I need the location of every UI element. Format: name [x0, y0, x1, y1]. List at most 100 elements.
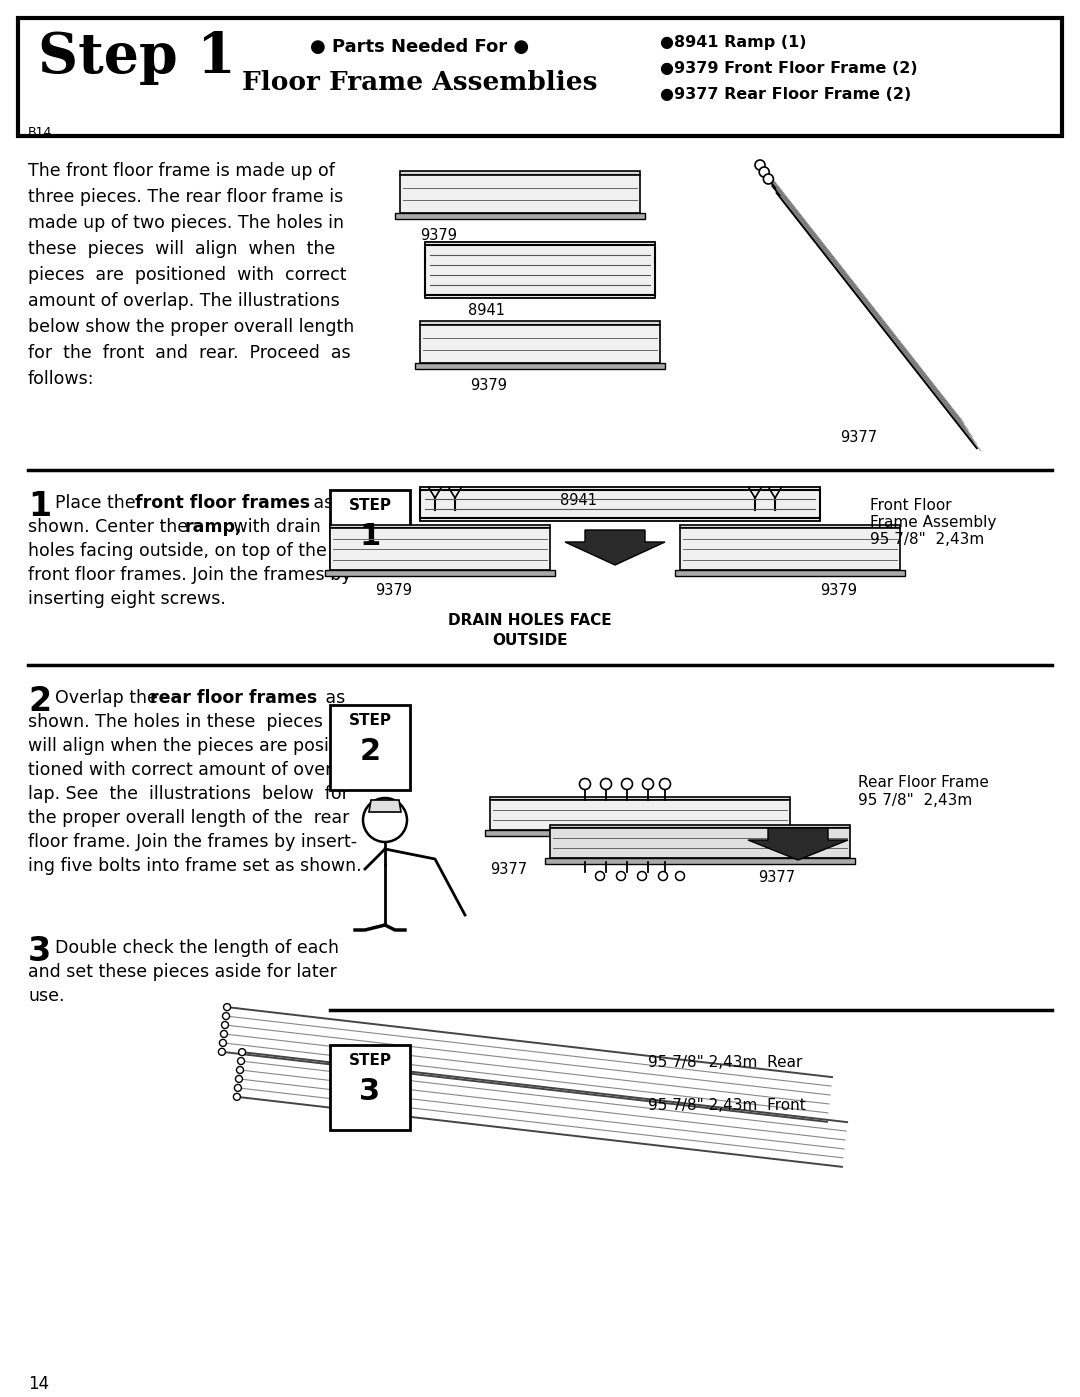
Polygon shape: [550, 828, 850, 858]
Text: will align when the pieces are posi-: will align when the pieces are posi-: [28, 738, 335, 754]
Text: rear floor frames: rear floor frames: [150, 689, 318, 707]
Polygon shape: [490, 800, 789, 830]
Circle shape: [233, 1094, 241, 1101]
Text: as: as: [320, 689, 346, 707]
Polygon shape: [675, 570, 905, 576]
Text: 1: 1: [360, 522, 380, 550]
Text: lap. See  the  illustrations  below  for: lap. See the illustrations below for: [28, 785, 349, 803]
Text: 9377: 9377: [758, 870, 795, 886]
Text: 1: 1: [28, 490, 51, 522]
Bar: [330, 1045, 410, 1130]
Text: Double check the length of each: Double check the length of each: [55, 939, 339, 957]
Text: 2: 2: [28, 685, 51, 718]
Text: 9379: 9379: [820, 583, 858, 598]
Circle shape: [239, 1049, 245, 1056]
Circle shape: [637, 872, 647, 880]
Text: floor frame. Join the frames by insert-: floor frame. Join the frames by insert-: [28, 833, 357, 851]
Text: as: as: [308, 495, 334, 511]
Text: 3: 3: [28, 935, 51, 968]
Text: ●9379 Front Floor Frame (2): ●9379 Front Floor Frame (2): [660, 61, 918, 75]
Text: Frame Assembly: Frame Assembly: [870, 515, 997, 529]
Circle shape: [237, 1066, 243, 1073]
Circle shape: [595, 872, 605, 880]
Text: and set these pieces aside for later: and set these pieces aside for later: [28, 963, 337, 981]
Circle shape: [220, 1031, 228, 1038]
Text: Step 1: Step 1: [38, 29, 235, 85]
Text: 3: 3: [360, 1077, 380, 1106]
Polygon shape: [420, 326, 660, 363]
Polygon shape: [420, 488, 820, 521]
Text: 95 7/8"  2,43m: 95 7/8" 2,43m: [858, 793, 972, 807]
Circle shape: [218, 1048, 226, 1055]
Polygon shape: [426, 242, 654, 298]
Text: 9379: 9379: [420, 228, 457, 243]
Text: Front Floor: Front Floor: [870, 497, 951, 513]
Polygon shape: [680, 528, 900, 570]
Circle shape: [643, 778, 653, 789]
Circle shape: [238, 1058, 244, 1065]
Bar: [18, 18, 1062, 136]
Polygon shape: [545, 858, 855, 863]
Text: 95 7/8" 2,43m  Front: 95 7/8" 2,43m Front: [648, 1098, 806, 1113]
Circle shape: [759, 168, 769, 177]
Circle shape: [235, 1076, 243, 1083]
Text: ● Parts Needed For ●: ● Parts Needed For ●: [310, 38, 529, 56]
Bar: [330, 705, 410, 789]
Text: OUTSIDE: OUTSIDE: [492, 633, 568, 648]
Polygon shape: [369, 800, 401, 812]
Polygon shape: [680, 525, 900, 528]
Text: ing five bolts into frame set as shown.: ing five bolts into frame set as shown.: [28, 856, 362, 875]
Polygon shape: [395, 212, 645, 219]
Circle shape: [221, 1021, 229, 1028]
Text: shown. Center the: shown. Center the: [28, 518, 193, 536]
Circle shape: [621, 778, 633, 789]
Text: 9377: 9377: [490, 862, 527, 877]
Text: 9379: 9379: [470, 379, 507, 393]
Text: shown. The holes in these  pieces: shown. The holes in these pieces: [28, 712, 323, 731]
Text: amount of overlap. The illustrations: amount of overlap. The illustrations: [28, 292, 340, 310]
Polygon shape: [565, 529, 665, 564]
Text: these  pieces  will  align  when  the: these pieces will align when the: [28, 240, 335, 258]
Text: STEP: STEP: [349, 497, 391, 513]
Text: STEP: STEP: [349, 1053, 391, 1067]
Text: Floor Frame Assemblies: Floor Frame Assemblies: [242, 70, 597, 95]
Circle shape: [224, 1003, 230, 1010]
Text: STEP: STEP: [349, 712, 391, 728]
Text: with drain: with drain: [228, 518, 321, 536]
Polygon shape: [400, 170, 640, 175]
Text: made up of two pieces. The holes in: made up of two pieces. The holes in: [28, 214, 345, 232]
Text: DRAIN HOLES FACE: DRAIN HOLES FACE: [448, 613, 611, 629]
Polygon shape: [400, 175, 640, 212]
Bar: [330, 490, 410, 576]
Polygon shape: [485, 830, 795, 835]
Text: pieces  are  positioned  with  correct: pieces are positioned with correct: [28, 265, 347, 284]
Circle shape: [600, 778, 611, 789]
Text: 2: 2: [360, 738, 380, 766]
Text: The front floor frame is made up of: The front floor frame is made up of: [28, 162, 335, 180]
Polygon shape: [330, 525, 550, 528]
Polygon shape: [330, 528, 550, 570]
Text: Rear Floor Frame: Rear Floor Frame: [858, 775, 989, 789]
Text: three pieces. The rear floor frame is: three pieces. The rear floor frame is: [28, 189, 343, 205]
Text: inserting eight screws.: inserting eight screws.: [28, 590, 226, 608]
Text: below show the proper overall length: below show the proper overall length: [28, 319, 354, 337]
Circle shape: [222, 1013, 230, 1020]
Circle shape: [764, 175, 773, 184]
Text: Place the: Place the: [55, 495, 141, 511]
Text: 95 7/8" 2,43m  Rear: 95 7/8" 2,43m Rear: [648, 1055, 802, 1070]
Text: tioned with correct amount of over-: tioned with correct amount of over-: [28, 761, 338, 780]
Text: ●9377 Rear Floor Frame (2): ●9377 Rear Floor Frame (2): [660, 87, 912, 102]
Text: the proper overall length of the  rear: the proper overall length of the rear: [28, 809, 349, 827]
Circle shape: [659, 872, 667, 880]
Text: front floor frames. Join the frames by: front floor frames. Join the frames by: [28, 566, 351, 584]
Text: holes facing outside, on top of the two: holes facing outside, on top of the two: [28, 542, 364, 560]
Polygon shape: [420, 321, 660, 326]
Polygon shape: [748, 828, 848, 861]
Circle shape: [617, 872, 625, 880]
Text: 8941: 8941: [468, 303, 505, 319]
Text: for  the  front  and  rear.  Proceed  as: for the front and rear. Proceed as: [28, 344, 351, 362]
Text: 14: 14: [28, 1375, 49, 1393]
Circle shape: [219, 1039, 227, 1046]
Circle shape: [580, 778, 591, 789]
Polygon shape: [550, 824, 850, 828]
